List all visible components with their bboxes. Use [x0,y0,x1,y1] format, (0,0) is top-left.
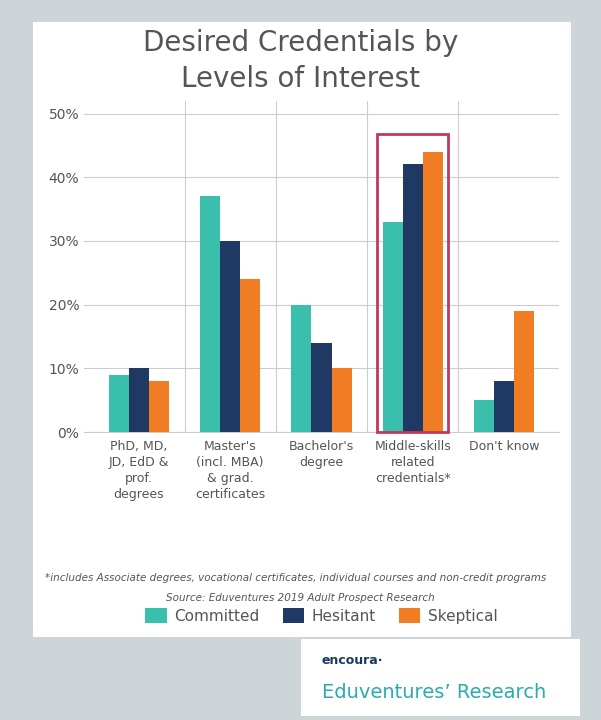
Bar [494,381,514,432]
Bar [291,305,311,432]
Bar [129,369,149,432]
Text: Eduventures’ Research: Eduventures’ Research [322,683,546,702]
Bar [403,164,423,432]
Bar [474,400,494,432]
Bar [383,222,403,432]
Bar [332,369,352,432]
Bar [109,374,129,432]
Bar [220,241,240,432]
Bar [149,381,169,432]
Text: Source: Eduventures 2019 Adult Prospect Research: Source: Eduventures 2019 Adult Prospect … [166,593,435,603]
Text: Desired Credentials by
Levels of Interest: Desired Credentials by Levels of Interes… [143,29,458,92]
Bar [423,152,443,432]
Bar [240,279,260,432]
Legend: Committed, Hesitant, Skeptical: Committed, Hesitant, Skeptical [139,602,504,630]
Bar [311,343,332,432]
Bar [200,197,220,432]
Text: encoura·: encoura· [322,654,383,667]
Bar [514,311,534,432]
Text: *includes Associate degrees, vocational certificates, individual courses and non: *includes Associate degrees, vocational … [45,573,546,583]
